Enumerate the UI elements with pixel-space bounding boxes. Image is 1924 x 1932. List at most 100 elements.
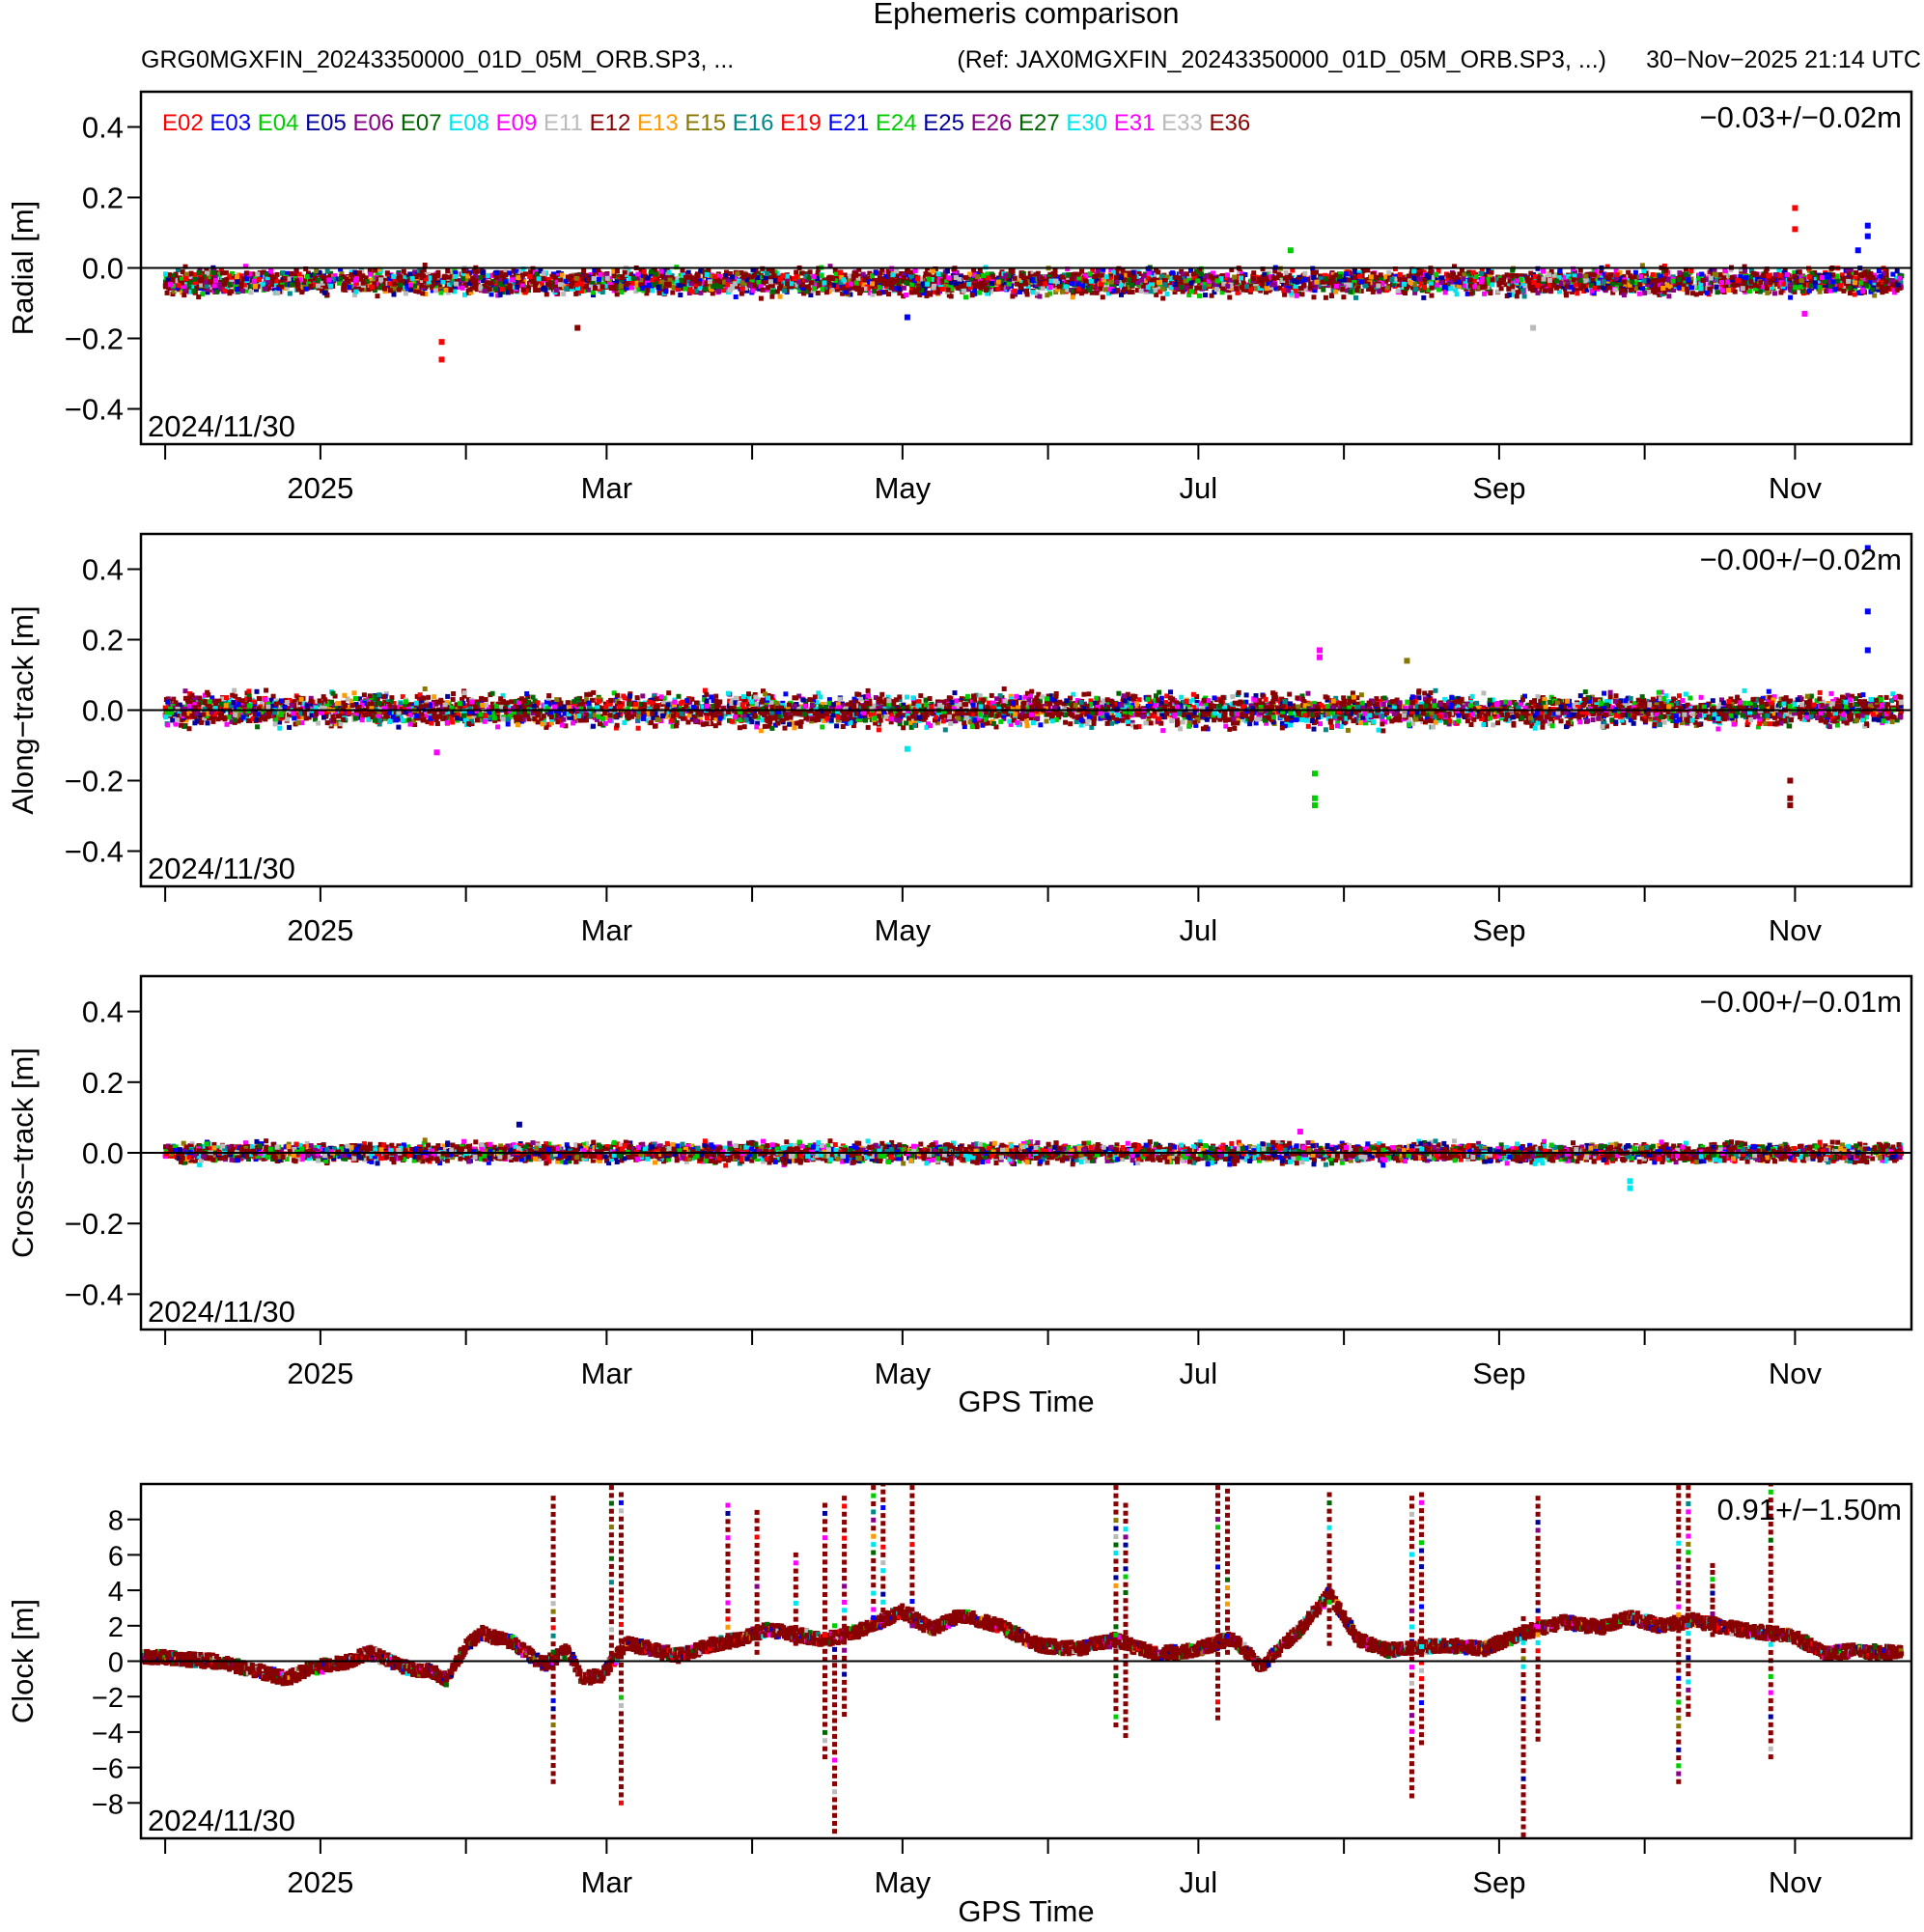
data-point <box>1596 284 1602 290</box>
data-point <box>1556 289 1562 294</box>
data-point <box>641 281 647 287</box>
data-point <box>182 288 188 294</box>
data-point <box>1172 290 1178 294</box>
data-point <box>1680 271 1686 277</box>
data-point <box>170 283 176 289</box>
data-point <box>353 280 359 286</box>
figure-title: Ephemeris comparison <box>873 0 1179 30</box>
data-point <box>1395 288 1401 294</box>
data-point <box>764 271 769 276</box>
data-point <box>1119 292 1124 297</box>
data-point <box>1169 276 1175 282</box>
data-point <box>542 285 546 291</box>
data-point <box>321 290 327 295</box>
data-point <box>1311 294 1317 300</box>
data-point <box>285 284 290 290</box>
data-point <box>1355 283 1361 289</box>
data-point <box>1547 272 1552 278</box>
data-point <box>406 278 412 284</box>
data-point <box>1601 279 1606 285</box>
data-point <box>1590 278 1596 283</box>
data-point <box>1338 271 1343 277</box>
data-point <box>1184 271 1189 277</box>
data-point <box>815 270 821 276</box>
data-point <box>356 284 362 290</box>
data-point <box>327 273 333 279</box>
data-point <box>1100 294 1105 300</box>
data-point <box>408 282 413 288</box>
reference-file-label: (Ref: JAX0MGXFIN_20243350000_01D_05M_ORB… <box>957 46 1606 73</box>
data-point <box>1511 278 1517 284</box>
data-point <box>1274 275 1280 281</box>
data-point <box>1295 279 1300 285</box>
data-point <box>197 266 203 272</box>
data-point <box>1616 277 1622 283</box>
data-point <box>1094 278 1099 284</box>
data-point <box>1108 279 1114 285</box>
data-point <box>1043 274 1048 280</box>
data-point <box>532 283 538 289</box>
data-point <box>856 266 862 272</box>
data-point <box>241 282 247 288</box>
data-point <box>368 277 374 283</box>
data-point <box>878 287 883 293</box>
data-point <box>176 283 181 289</box>
data-point <box>297 277 303 283</box>
data-point <box>183 279 189 285</box>
data-point <box>1535 283 1541 288</box>
data-point <box>1782 275 1788 281</box>
data-point <box>848 292 853 297</box>
data-point <box>1053 290 1059 294</box>
data-point <box>799 270 805 276</box>
data-point <box>1858 271 1864 277</box>
data-point <box>1283 270 1289 275</box>
data-point <box>998 285 1004 291</box>
data-point <box>1760 276 1766 282</box>
data-point <box>422 263 428 267</box>
data-point <box>1337 273 1343 279</box>
data-point <box>253 283 258 289</box>
data-point <box>423 276 429 282</box>
data-point <box>972 287 978 293</box>
data-point <box>1575 291 1580 296</box>
data-point <box>1432 282 1437 288</box>
data-point <box>604 272 610 278</box>
data-point <box>1235 290 1241 295</box>
data-point <box>1768 280 1773 285</box>
data-point <box>645 275 651 281</box>
data-point <box>1126 276 1131 282</box>
data-point <box>777 294 783 299</box>
data-point <box>932 289 937 294</box>
data-point <box>289 282 294 288</box>
data-point <box>1510 267 1516 273</box>
data-point <box>976 284 982 290</box>
data-point <box>1370 289 1376 294</box>
data-point <box>1701 280 1707 286</box>
data-point <box>285 270 290 276</box>
data-point <box>1557 272 1563 278</box>
data-point <box>478 275 483 280</box>
data-point <box>316 277 321 283</box>
data-point <box>1095 272 1101 278</box>
data-point <box>1088 284 1094 290</box>
data-point <box>507 270 513 276</box>
data-point <box>799 285 805 291</box>
data-point <box>1223 275 1228 281</box>
data-point <box>1660 286 1666 291</box>
data-point <box>192 280 198 286</box>
data-point <box>1329 275 1334 281</box>
data-point <box>514 268 519 274</box>
data-point <box>1650 272 1656 277</box>
data-point <box>414 280 420 286</box>
data-point <box>1721 275 1727 281</box>
data-point <box>1048 278 1054 284</box>
data-point <box>186 280 192 286</box>
data-point <box>739 270 744 275</box>
data-point <box>671 285 677 291</box>
data-point <box>1065 287 1071 293</box>
data-point <box>1365 267 1371 273</box>
data-point <box>544 292 549 297</box>
data-point <box>837 283 843 289</box>
data-point <box>1847 285 1853 291</box>
data-point <box>1412 282 1418 288</box>
